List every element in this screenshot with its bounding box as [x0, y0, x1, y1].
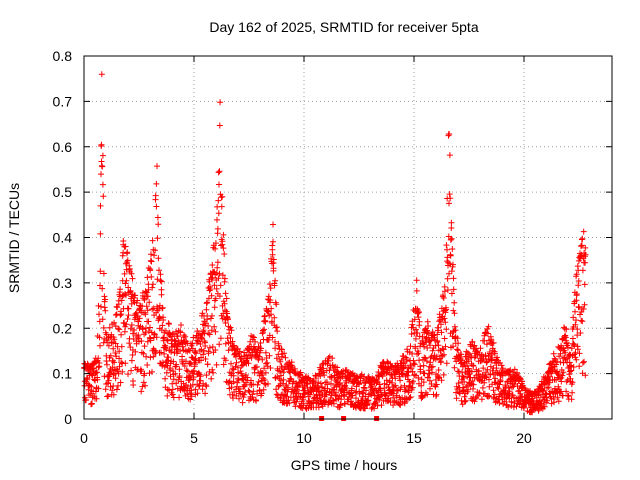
x-tick-label: 10	[296, 430, 312, 446]
y-tick-label: 0.6	[53, 139, 73, 155]
y-tick-label: 0.5	[53, 184, 73, 200]
x-tick-label: 20	[516, 430, 532, 446]
x-tick-label: 15	[406, 430, 422, 446]
y-tick-label: 0.4	[53, 230, 73, 246]
y-tick-label: 0.8	[53, 48, 73, 64]
y-tick-label: 0	[64, 411, 72, 427]
x-tick-label: 5	[190, 430, 198, 446]
grid	[84, 56, 612, 419]
y-tick-label: 0.3	[53, 275, 73, 291]
y-tick-label: 0.2	[53, 320, 73, 336]
axis-ticks: 0 0.1 0.2 0.3 0.4 0.5 0.6 0.7 0.8 0 5 10 15 20	[53, 48, 612, 446]
x-tick-label: 0	[80, 430, 88, 446]
y-tick-label: 0.1	[53, 366, 73, 382]
y-tick-label: 0.7	[53, 93, 73, 109]
x-axis-label: GPS time / hours	[291, 457, 398, 473]
y-axis-label: SRMTID / TECUs	[6, 183, 22, 293]
chart-title: Day 162 of 2025, SRMTID for receiver 5pt…	[209, 19, 478, 35]
